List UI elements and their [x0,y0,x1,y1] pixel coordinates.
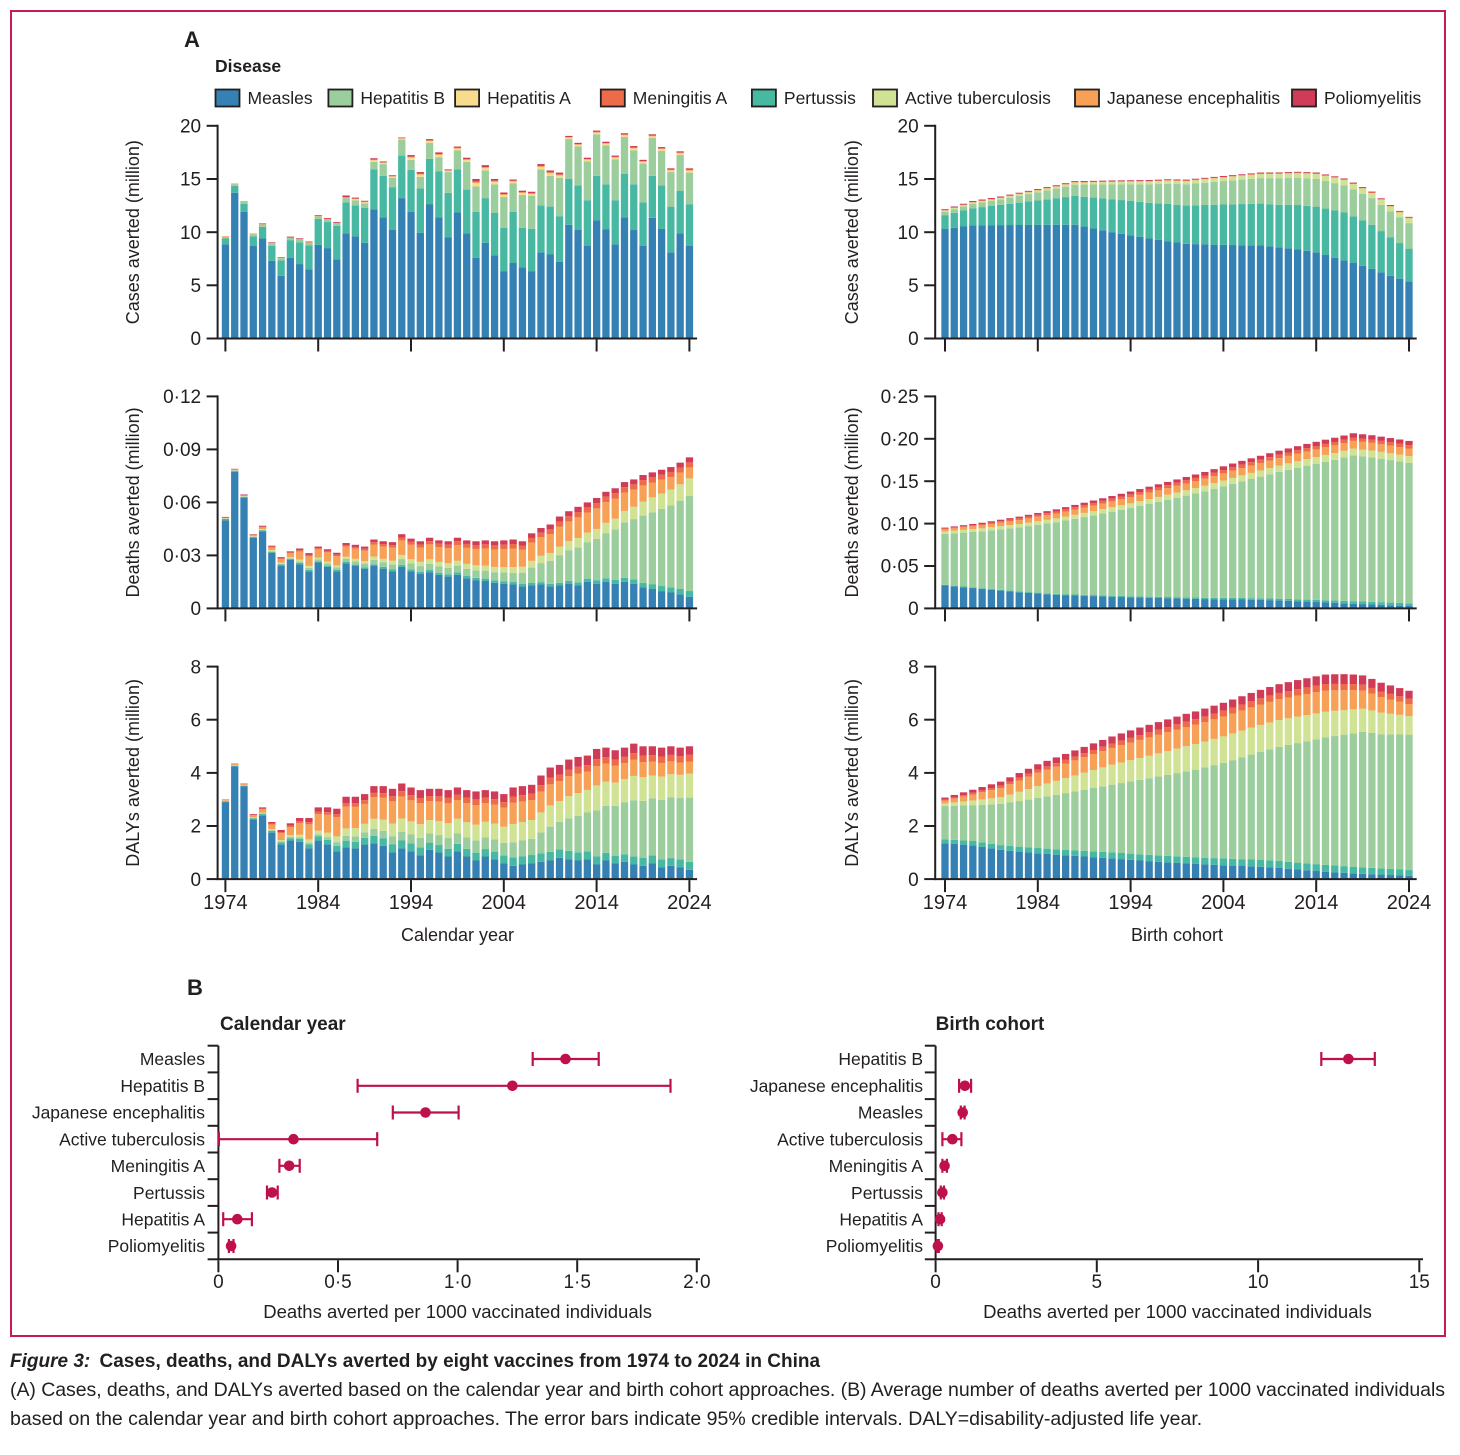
svg-text:Hepatitis A: Hepatitis A [487,88,571,108]
svg-text:Active tuberculosis: Active tuberculosis [905,88,1051,108]
svg-text:2024: 2024 [667,892,712,914]
svg-text:Deaths averted (million): Deaths averted (million) [123,407,143,597]
svg-text:Measles: Measles [140,1049,205,1069]
svg-text:2024: 2024 [1387,892,1432,914]
svg-text:Hepatitis B: Hepatitis B [838,1049,923,1069]
svg-text:Hepatitis A: Hepatitis A [839,1210,923,1230]
svg-text:Japanese encephalitis: Japanese encephalitis [32,1103,205,1123]
svg-text:Deaths averted (million): Deaths averted (million) [842,407,862,597]
svg-text:Hepatitis B: Hepatitis B [360,88,445,108]
svg-text:A: A [184,27,200,52]
svg-text:Japanese encephalitis: Japanese encephalitis [1107,88,1280,108]
svg-text:Pertussis: Pertussis [851,1183,923,1203]
svg-text:0·20: 0·20 [881,430,919,451]
svg-text:Poliomyelitis: Poliomyelitis [108,1236,205,1256]
svg-text:Meningitis A: Meningitis A [633,88,728,108]
svg-text:1974: 1974 [203,892,248,914]
svg-text:Active tuberculosis: Active tuberculosis [777,1129,923,1149]
svg-text:2014: 2014 [574,892,619,914]
svg-text:1994: 1994 [389,892,434,914]
svg-text:Calendar year: Calendar year [220,1014,346,1035]
svg-text:6: 6 [908,710,919,731]
svg-text:10: 10 [180,223,201,244]
svg-text:8: 8 [908,657,919,678]
svg-text:0: 0 [908,870,919,891]
svg-text:10: 10 [1248,1272,1269,1293]
svg-text:0: 0 [191,599,202,620]
svg-text:2004: 2004 [482,892,527,914]
svg-text:Figure 3: Cases, deaths, and D: Figure 3: Cases, deaths, and DALYs avert… [10,1351,820,1372]
svg-text:6: 6 [191,710,202,731]
svg-text:5: 5 [908,276,919,297]
svg-text:Japanese encephalitis: Japanese encephalitis [750,1076,923,1096]
svg-text:1·5: 1·5 [563,1272,590,1293]
svg-text:15: 15 [1409,1272,1430,1293]
svg-text:4: 4 [191,764,202,785]
svg-text:0: 0 [908,599,919,620]
svg-text:5: 5 [1092,1272,1103,1293]
svg-text:10: 10 [898,223,919,244]
svg-text:2004: 2004 [1201,892,1246,914]
svg-text:0·05: 0·05 [881,557,919,578]
svg-text:DALYs averted (million): DALYs averted (million) [123,679,143,867]
svg-text:1974: 1974 [923,892,968,914]
svg-text:0: 0 [191,329,202,350]
svg-text:Meningitis A: Meningitis A [111,1156,206,1176]
svg-text:DALYs averted (million): DALYs averted (million) [842,679,862,867]
svg-text:0·12: 0·12 [163,387,201,408]
svg-text:0·15: 0·15 [881,472,919,493]
svg-text:1984: 1984 [296,892,341,914]
svg-text:Poliomyelitis: Poliomyelitis [1324,88,1421,108]
svg-text:Measles: Measles [248,88,313,108]
svg-text:Cases averted (million): Cases averted (million) [842,140,862,324]
svg-text:2·0: 2·0 [683,1272,710,1293]
svg-text:Birth cohort: Birth cohort [1131,925,1223,945]
svg-text:2: 2 [908,817,919,838]
svg-text:0: 0 [908,329,919,350]
svg-text:Meningitis A: Meningitis A [829,1156,924,1176]
svg-text:Hepatitis A: Hepatitis A [121,1210,205,1230]
svg-text:B: B [187,975,203,1000]
svg-text:1·0: 1·0 [444,1272,471,1293]
svg-text:Hepatitis B: Hepatitis B [120,1076,205,1096]
svg-text:2014: 2014 [1294,892,1339,914]
svg-text:Cases averted (million): Cases averted (million) [123,140,143,324]
svg-text:Active tuberculosis: Active tuberculosis [59,1129,205,1149]
svg-text:1984: 1984 [1016,892,1061,914]
svg-text:0: 0 [930,1272,941,1293]
svg-text:0·06: 0·06 [163,493,201,514]
svg-text:Deaths averted per 1000 vaccin: Deaths averted per 1000 vaccinated indiv… [983,1301,1372,1322]
svg-text:20: 20 [898,117,919,138]
svg-text:0·5: 0·5 [324,1272,351,1293]
svg-text:0·09: 0·09 [163,440,201,461]
svg-text:Pertussis: Pertussis [133,1183,205,1203]
svg-text:Pertussis: Pertussis [784,88,856,108]
svg-text:5: 5 [191,276,202,297]
svg-text:0·10: 0·10 [881,514,919,535]
svg-text:0·03: 0·03 [163,546,201,567]
svg-text:8: 8 [191,657,202,678]
svg-text:(A) Cases, deaths, and DALYs a: (A) Cases, deaths, and DALYs averted bas… [10,1379,1445,1401]
svg-text:Measles: Measles [858,1103,923,1123]
svg-text:0: 0 [213,1272,224,1293]
svg-text:based on the calendar year and: based on the calendar year and birth coh… [10,1408,1202,1430]
svg-text:2: 2 [191,817,202,838]
svg-text:Disease: Disease [215,56,281,76]
svg-text:15: 15 [898,170,919,191]
svg-text:Deaths averted per 1000 vaccin: Deaths averted per 1000 vaccinated indiv… [263,1301,652,1322]
svg-text:4: 4 [908,764,919,785]
svg-text:0·25: 0·25 [881,387,919,408]
svg-text:Birth cohort: Birth cohort [936,1014,1045,1035]
svg-text:Calendar year: Calendar year [401,925,514,945]
svg-text:Poliomyelitis: Poliomyelitis [826,1236,923,1256]
svg-text:20: 20 [180,117,201,138]
svg-text:1994: 1994 [1108,892,1153,914]
svg-text:0: 0 [191,870,202,891]
svg-text:15: 15 [180,170,201,191]
